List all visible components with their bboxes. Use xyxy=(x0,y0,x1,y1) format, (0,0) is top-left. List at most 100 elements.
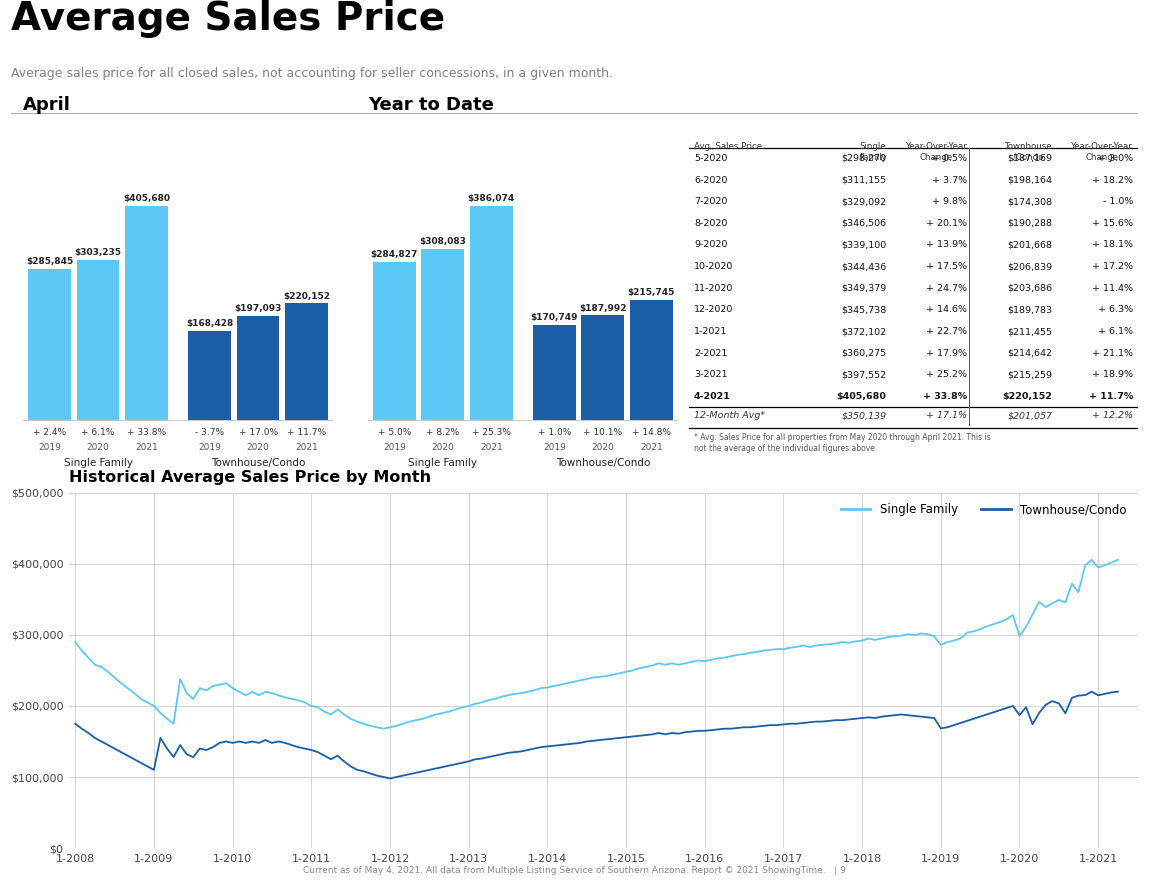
Text: 12-2020: 12-2020 xyxy=(694,305,733,314)
Text: + 10.1%: + 10.1% xyxy=(584,428,623,437)
Text: + 2.4%: + 2.4% xyxy=(33,428,67,437)
Text: Townhouse
/Condo: Townhouse /Condo xyxy=(1004,142,1052,162)
Text: Year to Date: Year to Date xyxy=(368,97,494,115)
Text: 6-2020: 6-2020 xyxy=(694,176,727,185)
Text: - 1.0%: - 1.0% xyxy=(1103,197,1133,206)
Text: 5-2020: 5-2020 xyxy=(694,154,727,163)
Text: $190,288: $190,288 xyxy=(1008,218,1052,228)
Text: 4-2021: 4-2021 xyxy=(694,392,731,401)
Text: $344,436: $344,436 xyxy=(841,262,887,271)
Text: $349,379: $349,379 xyxy=(841,284,887,293)
Text: $303,235: $303,235 xyxy=(75,248,122,258)
Text: 7-2020: 7-2020 xyxy=(694,197,727,206)
Text: + 33.8%: + 33.8% xyxy=(923,392,967,401)
Text: $345,738: $345,738 xyxy=(841,305,887,314)
Text: + 3.7%: + 3.7% xyxy=(932,176,967,185)
Text: * Avg. Sales Price for all properties from May 2020 through April 2021. This is
: * Avg. Sales Price for all properties fr… xyxy=(694,433,990,453)
Text: Average sales price for all closed sales, not accounting for seller concessions,: Average sales price for all closed sales… xyxy=(11,67,614,80)
Text: 2021: 2021 xyxy=(640,443,663,452)
Text: + 25.2%: + 25.2% xyxy=(926,370,967,379)
Text: + 8.2%: + 8.2% xyxy=(426,428,460,437)
Text: Single
Family: Single Family xyxy=(858,142,887,162)
Text: 11-2020: 11-2020 xyxy=(694,284,733,293)
Text: Year-Over-Year
Change: Year-Over-Year Change xyxy=(1071,142,1133,162)
Text: 1-2021: 1-2021 xyxy=(694,327,727,336)
Text: $170,749: $170,749 xyxy=(531,313,578,322)
Text: + 17.1%: + 17.1% xyxy=(926,411,967,420)
Text: Avg. Sales Price: Avg. Sales Price xyxy=(694,142,762,151)
Text: + 1.0%: + 1.0% xyxy=(538,428,571,437)
Text: $405,680: $405,680 xyxy=(836,392,887,401)
Text: 2020: 2020 xyxy=(431,443,454,452)
Text: $220,152: $220,152 xyxy=(283,292,330,301)
Text: + 33.8%: + 33.8% xyxy=(128,428,167,437)
Text: 3-2021: 3-2021 xyxy=(694,370,727,379)
Text: $206,839: $206,839 xyxy=(1008,262,1052,271)
Text: + 6.3%: + 6.3% xyxy=(1098,305,1133,314)
Text: Average Sales Price: Average Sales Price xyxy=(11,0,446,38)
Text: 9-2020: 9-2020 xyxy=(694,241,727,250)
Text: $189,783: $189,783 xyxy=(1008,305,1052,314)
Text: + 18.9%: + 18.9% xyxy=(1092,370,1133,379)
Text: + 6.1%: + 6.1% xyxy=(1098,327,1133,336)
Text: $397,552: $397,552 xyxy=(841,370,887,379)
Text: $211,455: $211,455 xyxy=(1008,327,1052,336)
Bar xyxy=(237,315,279,420)
Text: $311,155: $311,155 xyxy=(841,176,887,185)
Text: $168,428: $168,428 xyxy=(186,319,233,329)
Text: 2020: 2020 xyxy=(592,443,615,452)
Text: $285,845: $285,845 xyxy=(26,258,74,266)
Text: 2020: 2020 xyxy=(86,443,109,452)
Text: + 15.6%: + 15.6% xyxy=(1092,218,1133,228)
Text: Single Family: Single Family xyxy=(63,458,132,468)
Text: $346,506: $346,506 xyxy=(841,218,887,228)
Text: + 11.4%: + 11.4% xyxy=(1092,284,1133,293)
Text: Year-Over-Year
Change: Year-Over-Year Change xyxy=(905,142,967,162)
Text: $284,827: $284,827 xyxy=(371,250,418,259)
Text: $174,308: $174,308 xyxy=(1008,197,1052,206)
Text: 2019: 2019 xyxy=(542,443,565,452)
Text: $198,164: $198,164 xyxy=(1008,176,1052,185)
Text: 8-2020: 8-2020 xyxy=(694,218,727,228)
Text: + 5.0%: + 5.0% xyxy=(378,428,411,437)
Text: + 18.1%: + 18.1% xyxy=(1092,241,1133,250)
Text: $215,259: $215,259 xyxy=(1008,370,1052,379)
Text: Single Family: Single Family xyxy=(408,458,477,468)
Text: 2019: 2019 xyxy=(38,443,61,452)
Text: $405,680: $405,680 xyxy=(123,194,170,203)
Bar xyxy=(533,325,576,420)
Text: + 11.7%: + 11.7% xyxy=(287,428,326,437)
Text: + 0.5%: + 0.5% xyxy=(932,154,967,163)
Text: + 11.7%: + 11.7% xyxy=(1089,392,1133,401)
Text: $372,102: $372,102 xyxy=(841,327,887,336)
Text: $298,270: $298,270 xyxy=(841,154,887,163)
Text: $329,092: $329,092 xyxy=(841,197,887,206)
Text: $201,668: $201,668 xyxy=(1008,241,1052,250)
Text: + 17.9%: + 17.9% xyxy=(926,349,967,358)
Bar xyxy=(581,315,624,420)
Text: 2019: 2019 xyxy=(198,443,221,452)
Text: 2-2021: 2-2021 xyxy=(694,349,727,358)
Text: 10-2020: 10-2020 xyxy=(694,262,733,271)
Text: 2020: 2020 xyxy=(247,443,270,452)
Text: + 21.1%: + 21.1% xyxy=(1092,349,1133,358)
Text: - 3.7%: - 3.7% xyxy=(195,428,224,437)
Text: + 6.1%: + 6.1% xyxy=(82,428,115,437)
Text: $360,275: $360,275 xyxy=(841,349,887,358)
Text: $220,152: $220,152 xyxy=(1002,392,1052,401)
Bar xyxy=(470,206,512,420)
Text: + 12.2%: + 12.2% xyxy=(1092,411,1133,420)
Text: 2021: 2021 xyxy=(295,443,318,452)
Text: 2021: 2021 xyxy=(136,443,157,452)
Text: + 17.2%: + 17.2% xyxy=(1092,262,1133,271)
Text: + 25.3%: + 25.3% xyxy=(472,428,511,437)
Text: + 3.0%: + 3.0% xyxy=(1098,154,1133,163)
Bar xyxy=(29,269,71,420)
Text: $201,057: $201,057 xyxy=(1008,411,1052,420)
Text: + 13.9%: + 13.9% xyxy=(926,241,967,250)
Bar xyxy=(422,249,464,420)
Bar xyxy=(188,330,231,420)
Text: $215,745: $215,745 xyxy=(627,289,674,297)
Bar xyxy=(285,304,327,420)
Text: + 17.0%: + 17.0% xyxy=(239,428,278,437)
